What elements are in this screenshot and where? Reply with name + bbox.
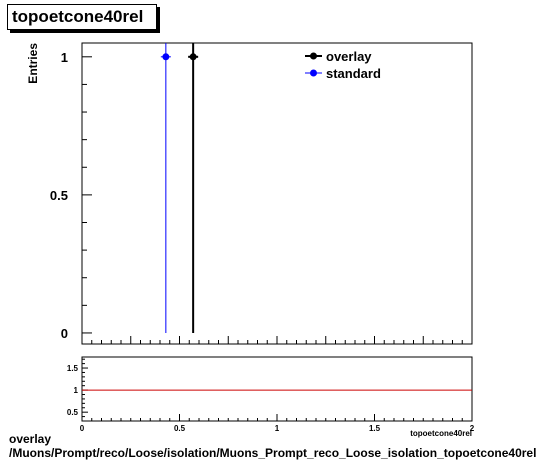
ratio-y-tick-label: 1 <box>74 386 79 395</box>
legend-standard-label: standard <box>326 66 381 81</box>
legend: overlay standard <box>305 49 381 81</box>
legend-overlay-label: overlay <box>326 49 372 64</box>
y-tick-label: 0.5 <box>50 188 68 203</box>
main-plot: 00.51 <box>50 43 473 344</box>
y-tick-label: 1 <box>61 50 68 65</box>
ratio-plot: 0 0.5 1 1.5 20.511.5 <box>67 358 475 433</box>
ratio-x-tick-label: 2 <box>470 424 475 433</box>
legend-standard-marker <box>310 69 317 77</box>
standard-point <box>162 53 170 61</box>
ratio-x-tick-label: 0.5 <box>174 424 186 433</box>
footer-label: overlay <box>9 432 52 446</box>
main-plot-frame <box>81 42 473 345</box>
histogram-title: topoetcone40rel <box>7 4 157 30</box>
ratio-y-tick-label: 1.5 <box>67 364 79 373</box>
x-axis-label: topoetcone40rel <box>410 429 472 438</box>
ratio-y-tick-label: 0.5 <box>67 408 79 417</box>
y-tick-label: 0 <box>61 326 68 341</box>
ratio-x-tick-label: 0 <box>80 424 85 433</box>
y-axis-label: Entries <box>26 43 40 84</box>
overlay-point <box>189 53 197 61</box>
ratio-plot-frame <box>81 356 473 422</box>
ratio-x-tick-label: 1.5 <box>369 424 381 433</box>
footer-path: /Muons/Prompt/reco/Loose/isolation/Muons… <box>9 446 537 460</box>
legend-overlay-marker <box>310 52 317 60</box>
ratio-x-tick-label: 1 <box>275 424 280 433</box>
